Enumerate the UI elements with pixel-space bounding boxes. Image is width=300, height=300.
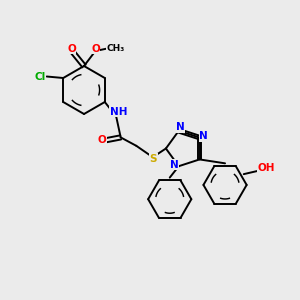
Text: Cl: Cl bbox=[34, 71, 46, 82]
Text: N: N bbox=[200, 131, 208, 141]
Text: O: O bbox=[98, 135, 106, 145]
Text: CH₃: CH₃ bbox=[106, 44, 124, 53]
Text: O: O bbox=[91, 44, 100, 54]
Text: O: O bbox=[67, 44, 76, 54]
Text: S: S bbox=[150, 154, 157, 164]
Text: NH: NH bbox=[110, 107, 127, 117]
Text: N: N bbox=[176, 122, 184, 132]
Text: N: N bbox=[170, 160, 179, 170]
Text: OH: OH bbox=[257, 163, 275, 173]
